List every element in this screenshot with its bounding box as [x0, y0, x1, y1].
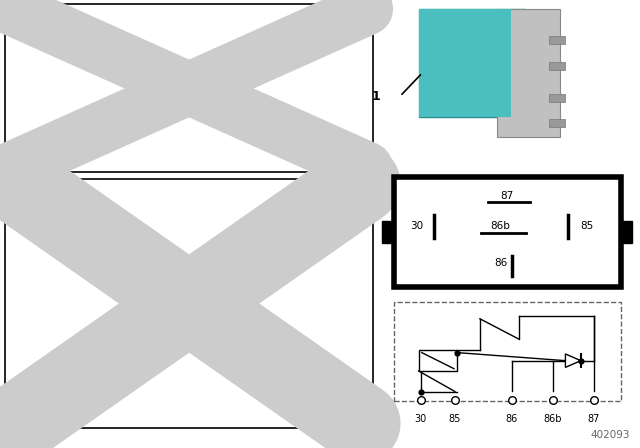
Text: 1: 1: [372, 90, 381, 103]
Text: 30: 30: [415, 414, 427, 424]
Bar: [394, 302, 621, 401]
Bar: [548, 120, 564, 128]
Text: 86b: 86b: [543, 414, 562, 424]
Text: 85: 85: [449, 414, 461, 424]
Text: 87: 87: [588, 414, 600, 424]
Bar: [5, 4, 373, 172]
Bar: [394, 177, 621, 287]
Text: 86b: 86b: [490, 221, 510, 231]
Bar: [382, 221, 394, 243]
Polygon shape: [565, 354, 580, 367]
Bar: [548, 62, 564, 70]
Text: 86: 86: [493, 258, 507, 267]
Bar: [548, 36, 564, 44]
Bar: [419, 9, 511, 117]
Bar: [621, 221, 632, 243]
Text: 86: 86: [506, 414, 518, 424]
Text: 85: 85: [580, 221, 593, 231]
Text: 87: 87: [500, 190, 514, 201]
Text: 30: 30: [410, 221, 423, 231]
Text: 402093: 402093: [591, 430, 630, 440]
Bar: [548, 94, 564, 102]
Bar: [5, 179, 373, 428]
Bar: [419, 9, 525, 117]
Bar: [497, 9, 560, 137]
Bar: [419, 350, 457, 371]
